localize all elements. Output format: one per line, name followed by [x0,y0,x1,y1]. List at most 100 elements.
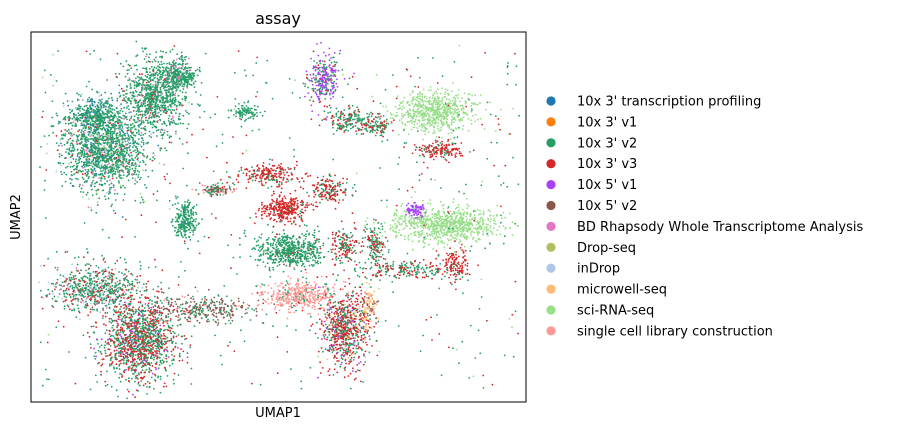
scatter-point [294,223,297,226]
scatter-point [177,228,180,231]
scatter-point [160,134,163,137]
scatter-point [126,175,128,178]
scatter-point [75,167,77,170]
scatter-point [85,153,87,156]
scatter-point [128,79,131,81]
scatter-point [105,105,107,108]
scatter-point [300,270,303,272]
scatter-point [311,234,314,236]
scatter-point [91,162,94,165]
scatter-point [286,256,289,259]
scatter-point [52,131,54,134]
scatter-point [313,191,316,194]
scatter-point [182,218,184,221]
scatter-point [165,93,168,96]
scatter-point [122,144,125,147]
scatter-point [104,153,107,156]
scatter-point [287,220,290,223]
scatter-point [335,259,338,261]
scatter-point [145,87,148,89]
scatter-point [119,109,122,112]
scatter-point [155,129,158,132]
scatter-point [139,83,142,85]
scatter-point [147,175,150,178]
scatter-point [114,189,116,192]
scatter-point [342,177,344,180]
scatter-point [98,183,101,186]
scatter-point [252,117,255,120]
scatter-point [91,183,94,186]
scatter-point [319,62,322,65]
scatter-point [46,143,49,145]
scatter-point [170,141,173,144]
scatter-point [176,83,179,86]
scatter-point [111,99,114,102]
scatter-point [265,167,268,170]
scatter-point [116,110,118,113]
scatter-point [85,104,88,107]
scatter-point [316,247,319,250]
scatter-point [322,242,325,245]
scatter-point [287,166,289,169]
scatter-point [326,178,329,181]
scatter-point [353,183,356,186]
scatter-point [67,162,70,165]
scatter-point [170,111,173,113]
scatter-point [247,181,250,184]
scatter-point [309,79,311,82]
scatter-point [120,177,123,180]
scatter-point [174,92,177,95]
scatter-point [146,104,149,106]
scatter-point [133,100,136,102]
scatter-point [283,174,286,176]
scatter-point [150,123,152,126]
scatter-point [135,155,138,158]
scatter-point [146,96,148,99]
scatter-point [344,188,347,191]
scatter-point [119,62,122,65]
scatter-point [64,133,67,136]
scatter-point [271,254,274,257]
scatter-point [144,163,147,166]
scatter-point [148,116,151,118]
scatter-point [280,245,283,248]
scatter-point [175,130,177,133]
scatter-point [301,233,303,235]
scatter-point [257,167,260,169]
scatter-point [69,111,72,114]
scatter-point [109,138,112,141]
scatter-point [162,111,165,113]
scatter-point [81,176,84,179]
scatter-point [145,71,148,74]
scatter-point [314,262,317,264]
scatter-point [76,116,78,119]
scatter-point [91,188,93,191]
scatter-point [190,212,192,215]
scatter-point [339,183,342,186]
scatter-point [174,203,177,205]
scatter-point [317,54,320,57]
scatter-point [118,124,121,127]
scatter-point [247,109,249,112]
scatter-point [177,213,180,216]
scatter-point [100,134,103,137]
scatter-point [100,177,103,180]
scatter-point [316,260,319,263]
scatter-point [153,114,156,117]
scatter-point [183,206,186,209]
scatter-point [98,151,101,154]
scatter-point [61,137,64,140]
scatter-point [93,185,96,188]
scatter-point [125,144,127,147]
scatter-point [188,229,191,231]
scatter-point [154,76,156,79]
scatter-point [174,96,177,99]
scatter-point [132,138,134,141]
scatter-point [153,66,156,69]
scatter-point [235,187,238,190]
scatter-point [217,182,219,185]
scatter-point [168,88,170,91]
scatter-point [120,103,122,105]
scatter-point [165,51,168,54]
scatter-point [161,109,164,111]
